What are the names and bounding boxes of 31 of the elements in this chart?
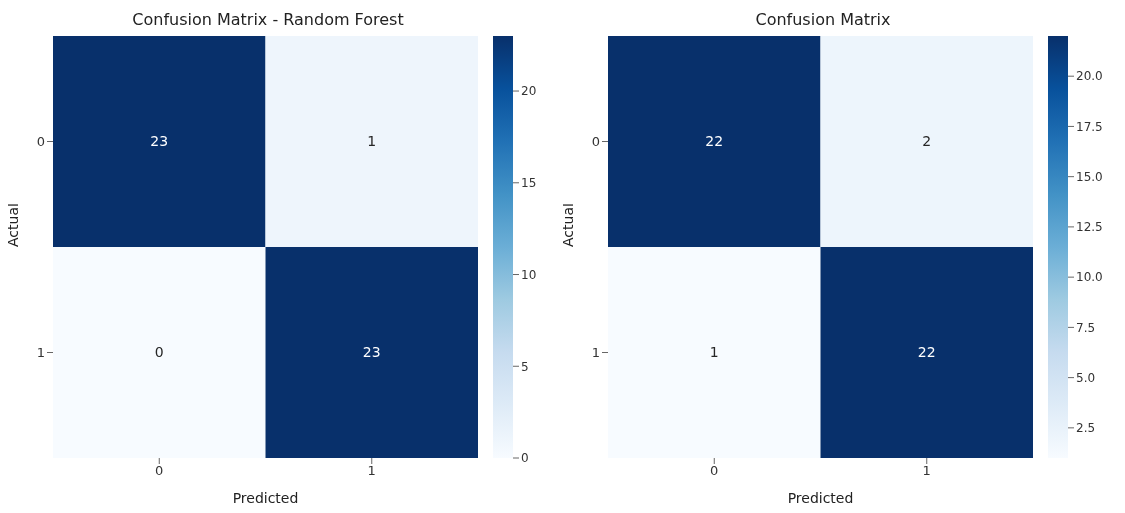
color-bar-label: 5.0 [1076,370,1096,385]
color-bar-label: 17.5 [1076,119,1103,134]
color-bar-label: 20.0 [1076,69,1103,84]
data-label: 2 [922,133,932,150]
y-axis-title: Actual [4,203,21,247]
x-tick-label: 1 [922,463,931,479]
x-axis-title: Predicted [787,490,854,506]
color-bar-label: 5 [521,359,529,374]
chart-title: Confusion Matrix - Random Forest [131,10,405,29]
data-label: 22 [917,344,936,361]
color-bar-label: 15 [521,176,537,191]
chart-title: Confusion Matrix [754,10,892,29]
x-axis-title: Predicted [232,490,299,506]
x-tick-label: 0 [710,463,719,479]
color-bar-label: 12.5 [1076,220,1103,235]
color-bar-label: 2.5 [1076,421,1096,436]
color-bar-label: 15.0 [1076,169,1103,184]
data-label: 23 [362,344,381,361]
data-label: 23 [150,133,169,150]
x-tick-label: 1 [367,463,376,479]
data-label: 0 [154,344,164,361]
data-label: 22 [705,133,724,150]
color-bar-label: 20 [521,84,537,99]
color-bar-label: 10 [521,267,537,282]
data-label: 1 [709,344,719,361]
x-tick-label: 0 [155,463,164,479]
color-bar-label: 0 [521,451,529,466]
data-label: 1 [367,133,377,150]
y-axis-title: Actual [559,203,576,247]
color-bar-label: 7.5 [1076,320,1096,335]
color-bar-label: 10.0 [1076,270,1103,285]
